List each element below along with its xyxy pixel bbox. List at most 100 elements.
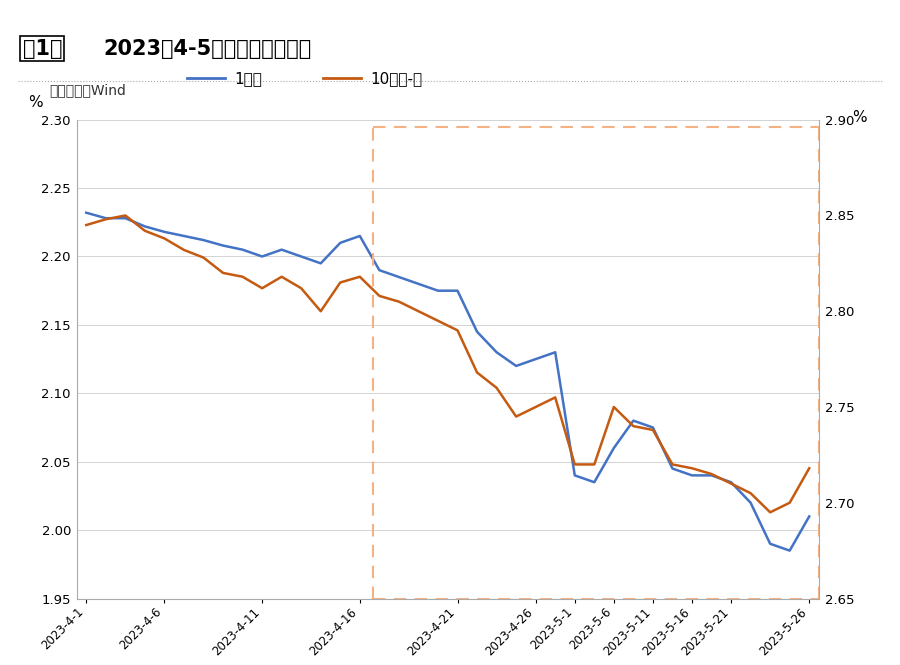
Bar — [34, 0, 37, 25]
Bar — [332, 0, 335, 25]
Bar — [498, 0, 499, 25]
Bar — [138, 0, 140, 25]
Bar — [146, 0, 147, 25]
Bar — [698, 0, 701, 25]
Bar — [321, 0, 325, 25]
Bar — [292, 0, 294, 25]
Bar — [51, 0, 55, 25]
Bar — [338, 0, 341, 25]
Bar — [598, 0, 601, 25]
Bar — [611, 0, 613, 25]
Bar — [578, 0, 580, 25]
Bar — [425, 0, 427, 25]
Bar — [411, 0, 413, 25]
Bar — [708, 0, 709, 25]
Bar — [619, 0, 622, 25]
Bar — [545, 0, 547, 25]
Bar — [890, 0, 891, 25]
Bar — [663, 0, 664, 25]
Bar — [217, 0, 220, 25]
Bar — [329, 0, 330, 25]
Bar — [828, 0, 830, 25]
Bar — [326, 0, 328, 25]
Bar — [122, 0, 124, 25]
Bar — [710, 0, 713, 25]
Bar — [815, 0, 817, 25]
Bar — [443, 0, 446, 25]
Bar — [391, 0, 392, 25]
Bar — [805, 0, 808, 25]
Bar — [639, 0, 642, 25]
Bar — [296, 0, 300, 25]
Bar — [369, 0, 372, 25]
Bar — [400, 0, 402, 25]
Bar — [452, 0, 453, 25]
Bar — [289, 0, 292, 25]
Bar — [731, 0, 734, 25]
Bar — [61, 0, 64, 25]
Bar — [849, 0, 852, 25]
Bar — [590, 0, 593, 25]
Bar — [0, 0, 1, 25]
Bar — [66, 0, 68, 25]
Text: 数据来源：Wind: 数据来源：Wind — [50, 83, 126, 97]
Bar — [346, 0, 348, 25]
Bar — [461, 0, 464, 25]
Bar — [448, 0, 451, 25]
Bar — [540, 0, 544, 25]
Bar — [140, 0, 144, 25]
Bar — [177, 0, 180, 25]
Bar — [428, 0, 431, 25]
Bar — [259, 0, 262, 25]
Bar — [568, 0, 569, 25]
Bar — [842, 0, 846, 25]
Bar — [653, 0, 656, 25]
Bar — [668, 0, 670, 25]
Text: 图1：: 图1： — [22, 39, 62, 59]
Bar — [247, 0, 249, 25]
Bar — [255, 0, 256, 25]
Bar — [512, 0, 516, 25]
Bar — [773, 0, 777, 25]
Bar — [43, 0, 46, 25]
Bar — [102, 0, 104, 25]
Bar — [659, 0, 662, 25]
Bar — [629, 0, 632, 25]
Legend: 1年期, 10年期-右: 1年期, 10年期-右 — [181, 65, 428, 92]
Bar — [115, 0, 117, 25]
Bar — [163, 0, 166, 25]
Bar — [689, 0, 692, 25]
Bar — [743, 0, 745, 25]
Bar — [651, 0, 652, 25]
Bar — [174, 0, 175, 25]
Bar — [205, 0, 206, 25]
Bar — [819, 0, 821, 25]
Bar — [603, 0, 607, 25]
Bar — [893, 0, 896, 25]
Bar — [800, 0, 801, 25]
Bar — [834, 0, 838, 25]
Bar — [273, 0, 275, 25]
Bar — [183, 0, 184, 25]
Bar — [468, 0, 472, 25]
Bar — [644, 0, 648, 25]
Bar — [560, 0, 562, 25]
Bar — [153, 0, 155, 25]
Bar — [420, 0, 422, 25]
Bar — [317, 0, 320, 25]
Bar — [857, 0, 860, 25]
Bar — [387, 0, 389, 25]
Bar — [82, 0, 84, 25]
Bar — [438, 0, 440, 25]
Bar — [549, 0, 552, 25]
Bar — [822, 0, 825, 25]
Bar — [531, 0, 535, 25]
Bar — [382, 0, 384, 25]
Bar — [68, 0, 69, 25]
Bar — [156, 0, 158, 25]
Bar — [750, 0, 751, 25]
Bar — [519, 0, 520, 25]
Bar — [89, 0, 92, 25]
Bar — [168, 0, 172, 25]
Bar — [373, 0, 376, 25]
